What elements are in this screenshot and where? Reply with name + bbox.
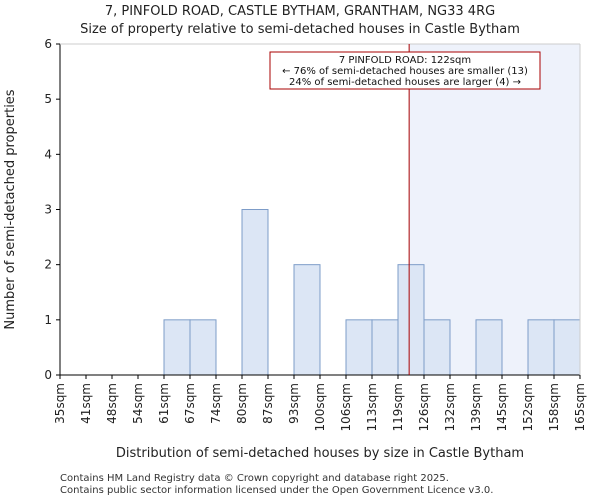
x-tick-label: 41sqm (79, 383, 93, 424)
x-tick-label: 61sqm (157, 383, 171, 424)
y-tick-label: 1 (44, 313, 52, 327)
x-tick-label: 152sqm (521, 383, 535, 431)
x-tick-label: 74sqm (209, 383, 223, 424)
histogram-chart: 0 1 2 3 4 5 6 35sqm 41sqm 48sqm 54sqm 61sqm 67sqm 74s… (3, 37, 587, 461)
bar-67sqm (189, 319, 217, 376)
y-tick-label: 2 (44, 258, 52, 272)
chart-title: 7, PINFOLD ROAD, CASTLE BYTHAM, GRANTHAM… (104, 4, 496, 19)
bar-93sqm (293, 264, 321, 376)
x-tick-label: 48sqm (105, 383, 119, 424)
x-tick-label: 158sqm (547, 383, 561, 431)
bar-152sqm (527, 319, 555, 376)
x-tick-label: 106sqm (339, 383, 353, 431)
bar-139sqm (475, 319, 503, 376)
footer-copyright: Contains HM Land Registry data © Crown c… (60, 473, 449, 484)
bar-126sqm (423, 319, 451, 376)
x-tick-label: 100sqm (313, 383, 327, 431)
x-tick-label: 80sqm (235, 383, 249, 424)
bar-80sqm (241, 209, 269, 376)
bar-158sqm (553, 319, 581, 376)
x-tick-label: 113sqm (365, 383, 379, 431)
chart-subtitle: Size of property relative to semi-detach… (80, 22, 520, 37)
x-tick-label: 165sqm (573, 383, 587, 431)
bar-106sqm (345, 319, 373, 376)
x-tick-label: 119sqm (391, 383, 405, 431)
x-tick-label: 87sqm (261, 383, 275, 424)
annotation-line-3: 24% of semi-detached houses are larger (… (289, 77, 521, 88)
annotation-line-1: 7 PINFOLD ROAD: 122sqm (339, 55, 471, 66)
y-tick-label: 0 (44, 368, 52, 382)
x-tick-label: 139sqm (469, 383, 483, 431)
y-tick-label: 6 (44, 37, 52, 51)
y-tick-label: 4 (44, 147, 52, 161)
annotation-box (269, 51, 541, 90)
annotation-line-2: ← 76% of semi-detached houses are smalle… (282, 66, 528, 77)
x-tick-label: 132sqm (443, 383, 457, 431)
x-axis-title: Distribution of semi-detached houses by … (116, 446, 524, 461)
bar-119sqm (397, 264, 425, 376)
x-tick-label: 93sqm (287, 383, 301, 424)
x-tick-label: 145sqm (495, 383, 509, 431)
x-tick-label: 126sqm (417, 383, 431, 431)
x-tick-label: 54sqm (131, 383, 145, 424)
y-axis-title: Number of semi-detached properties (3, 89, 18, 329)
footer-licence: Contains public sector information licen… (60, 485, 494, 496)
bar-113sqm (371, 319, 399, 376)
x-tick-label: 67sqm (183, 383, 197, 424)
bar-61sqm (163, 319, 191, 376)
y-tick-label: 3 (44, 203, 52, 217)
y-tick-label: 5 (44, 92, 52, 106)
x-tick-label: 35sqm (53, 383, 67, 424)
